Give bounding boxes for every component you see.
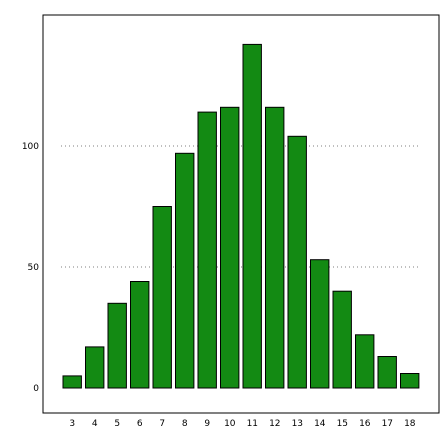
bar-7	[152, 206, 172, 389]
bar-16	[355, 334, 375, 389]
bar-13	[287, 135, 307, 389]
x-tick-label: 16	[359, 419, 371, 429]
x-tick-label: 8	[182, 419, 188, 429]
x-tick-label: 12	[269, 419, 280, 429]
bar-18	[400, 373, 420, 389]
bars	[62, 43, 420, 389]
x-tick-label: 14	[314, 419, 326, 429]
x-tick-label: 4	[92, 419, 98, 429]
bar-17	[377, 356, 397, 389]
x-tick-labels: 3 4 5 6 7 8 9 10 11 12 13 14 15 16 17 18	[69, 419, 415, 429]
bar-12	[265, 106, 285, 389]
y-tick-label: 50	[28, 263, 40, 273]
bar-6	[130, 281, 150, 389]
bar-15	[332, 290, 352, 389]
bar-14	[310, 259, 330, 389]
grid-lines	[61, 145, 421, 268]
y-tick-label: 100	[22, 142, 39, 152]
x-tick-label: 5	[114, 419, 120, 429]
x-tick-label: 13	[292, 419, 303, 429]
bar-10	[220, 106, 240, 389]
bar-3	[62, 375, 82, 389]
bar-11	[242, 43, 262, 389]
x-tick-label: 3	[69, 419, 75, 429]
bar-9	[197, 111, 217, 389]
bar-4	[85, 346, 105, 389]
bar-8	[175, 152, 195, 389]
x-tick-label: 10	[224, 419, 236, 429]
bar-5	[107, 302, 127, 389]
x-tick-label: 7	[159, 419, 165, 429]
x-tick-label: 11	[247, 419, 258, 429]
x-tick-label: 17	[382, 419, 393, 429]
y-tick-label: 0	[33, 384, 39, 394]
x-tick-label: 9	[204, 419, 210, 429]
x-tick-label: 18	[404, 419, 416, 429]
x-tick-label: 6	[137, 419, 143, 429]
x-tick-label: 15	[337, 419, 348, 429]
y-tick-labels: 0 50 100	[22, 142, 39, 394]
